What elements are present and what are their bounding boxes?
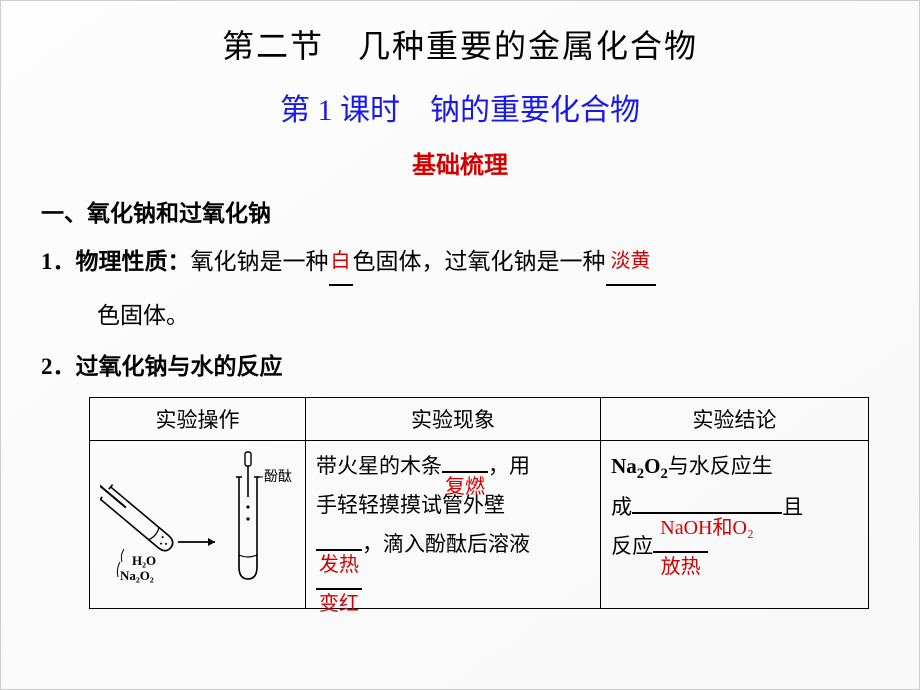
label-phenol: 酚酞	[264, 469, 292, 485]
operation-cell: 酚酞 H₂O Na₂O₂	[90, 441, 306, 609]
col-operation-header: 实验操作	[90, 398, 306, 441]
col-conclusion-header: 实验结论	[601, 398, 869, 441]
table-row: 酚酞 H₂O Na₂O₂ 带火星的木条复燃，用 手轻轻摸摸试管外壁 发热，滴入酚…	[90, 441, 869, 609]
property-paragraph-cont: 色固体。	[41, 294, 879, 338]
property-paragraph: 1．物理性质：氧化钠是一种白色固体，过氧化钠是一种淡黄	[41, 240, 879, 286]
slide-page: 第二节 几种重要的金属化合物 第 1 课时 钠的重要化合物 基础梳理 一、氧化钠…	[1, 1, 919, 629]
section-title: 基础梳理	[41, 145, 879, 180]
concl-text-1: 与水反应生	[668, 454, 773, 478]
text-mid: 色固体，过氧化钠是一种	[353, 249, 606, 274]
blank-white: 白	[329, 240, 353, 286]
label-h2o: H₂O	[132, 553, 156, 568]
blank-yellow: 淡黄	[606, 240, 656, 286]
item-number: 1．	[41, 249, 76, 274]
phenom-text-1a: 带火星的木条	[316, 454, 442, 478]
answer-red: 变红	[316, 586, 362, 623]
text-pre: 氧化钠是一种	[191, 249, 329, 274]
reaction-label: 过氧化钠与水的反应	[76, 354, 283, 379]
phenom-text-3a: ，滴入酚酞后溶液	[362, 532, 530, 556]
heading-1: 一、氧化钠和过氧化钠	[41, 194, 879, 228]
concl-text-2b: 且	[782, 495, 803, 519]
phenomenon-cell: 带火星的木条复燃，用 手轻轻摸摸试管外壁 发热，滴入酚酞后溶液 变红	[306, 441, 601, 609]
blank-exo: 放热	[653, 551, 708, 553]
blank-relight: 复燃	[442, 471, 488, 473]
apparatus-diagram: 酚酞 H₂O Na₂O₂	[100, 447, 295, 587]
concl-text-2a: 成	[611, 495, 632, 519]
label-na2o2: Na₂O₂	[120, 568, 154, 583]
item-number-2: 2．	[41, 354, 76, 379]
phenom-text-1b: ，用	[488, 454, 530, 478]
blank-product: NaOH和O₂	[632, 512, 782, 514]
answer-white: 白	[331, 250, 351, 272]
answer-exo: 放热	[653, 549, 708, 586]
property-label: 物理性质：	[76, 249, 191, 274]
answer-heat: 发热	[316, 547, 362, 584]
main-title: 第二节 几种重要的金属化合物	[41, 21, 879, 67]
answer-product: NaOH和O₂	[632, 510, 782, 547]
sub-title: 第 1 课时 钠的重要化合物	[41, 85, 879, 129]
answer-yellow: 淡黄	[611, 250, 651, 272]
reaction-heading: 2．过氧化钠与水的反应	[41, 345, 879, 389]
table-header-row: 实验操作 实验现象 实验结论	[90, 398, 869, 441]
na2o2-formula: Na2O2	[611, 454, 668, 478]
blank-heat: 发热	[316, 549, 362, 551]
conclusion-cell: Na2O2与水反应生 成NaOH和O₂且 反应放热	[601, 441, 869, 609]
answer-relight: 复燃	[442, 469, 488, 506]
col-phenomenon-header: 实验现象	[306, 398, 601, 441]
blank-red: 变红	[316, 588, 362, 590]
experiment-table: 实验操作 实验现象 实验结论	[89, 397, 869, 609]
